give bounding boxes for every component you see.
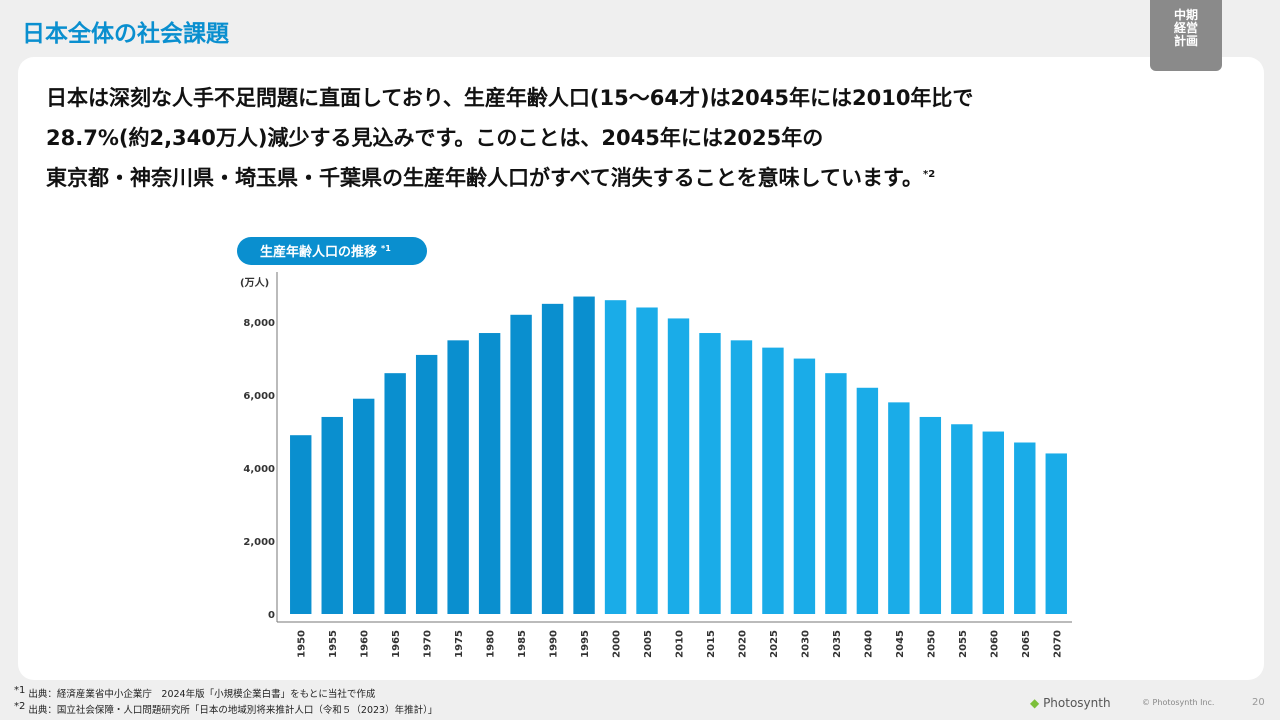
headline-line: 日本は深刻な人手不足問題に直面しており、生産年齢人口(15〜64才)は2045年… [46, 86, 974, 110]
page-number: 20 [1252, 697, 1265, 708]
bar [856, 387, 879, 614]
x-tick-label: 1970 [423, 630, 434, 658]
x-tick-label: 2045 [895, 630, 906, 658]
y-tick-label: 8,000 [243, 318, 275, 329]
note-mark: *2 [922, 169, 936, 180]
bar [384, 373, 406, 614]
bar [321, 416, 343, 614]
x-tick-label: 1955 [328, 630, 339, 658]
bar [982, 431, 1005, 614]
y-tick-label: 6,000 [243, 391, 275, 402]
x-tick-label: 2065 [1021, 630, 1032, 658]
bar [541, 303, 564, 614]
bar [951, 424, 973, 614]
x-tick-label: 2050 [926, 630, 937, 658]
x-tick-label: 2030 [800, 630, 811, 658]
x-tick-label: 2010 [675, 630, 686, 658]
bar [730, 340, 753, 614]
bar [1045, 453, 1067, 614]
chart-title-text: 生産年齢人口の推移 [260, 244, 377, 260]
bar [604, 300, 627, 614]
x-tick-label: 2040 [863, 630, 874, 658]
x-tick-label: 2020 [737, 630, 748, 658]
y-tick-label: 4,000 [243, 464, 275, 475]
bar [636, 307, 658, 614]
bar [888, 402, 910, 614]
page-title: 日本全体の社会課題 [22, 21, 229, 47]
x-tick-label: 2025 [769, 630, 780, 658]
x-tick-label: 2060 [989, 630, 1000, 658]
chart-title: 生産年齢人口の推移 *1 [260, 244, 391, 260]
headline-wrap: 東京都・神奈川県・埼玉県・千葉県の生産年齢人口がすべて消失することを意味していま… [46, 162, 935, 192]
bar [573, 296, 595, 614]
bar [667, 318, 690, 614]
footnote-mark: *1 [14, 685, 26, 696]
y-axis-label: (万人) [240, 276, 269, 289]
bar [825, 373, 847, 614]
headline-line: 東京都・神奈川県・埼玉県・千葉県の生産年齢人口がすべて消失することを意味していま… [46, 166, 923, 190]
chart-title-pill [237, 237, 427, 265]
bar [447, 340, 469, 614]
bar [919, 416, 942, 614]
tab-text: 計画 [1173, 34, 1198, 48]
y-tick-label: 2,000 [243, 537, 275, 548]
chart-title-note: *1 [381, 244, 391, 253]
x-tick-label: 2000 [612, 630, 623, 658]
tab-text: 経営 [1173, 21, 1198, 35]
x-tick-label: 1960 [360, 630, 371, 658]
bar [793, 358, 816, 614]
bar [478, 333, 501, 614]
x-tick-label: 2015 [706, 630, 717, 658]
bar [1014, 442, 1036, 614]
x-tick-label: 2055 [958, 630, 969, 658]
tab-text: 中期 [1173, 8, 1198, 22]
x-tick-label: 1995 [580, 630, 591, 658]
x-tick-label: 1990 [549, 630, 560, 658]
x-tick-label: 1965 [391, 630, 402, 658]
x-tick-label: 2035 [832, 630, 843, 658]
bar [290, 435, 312, 614]
bar [699, 333, 721, 614]
footnote-text: 出典：国立社会保障・人口問題研究所「日本の地域別将来推計人口（令和５（2023）… [28, 705, 438, 717]
x-tick-label: 2070 [1052, 630, 1063, 658]
footnote: *2 出典：国立社会保障・人口問題研究所「日本の地域別将来推計人口（令和５（20… [14, 701, 437, 716]
section-tab: 中期 経営 計画 [1150, 0, 1222, 71]
x-tick-label: 2005 [643, 630, 654, 658]
bar [510, 314, 532, 614]
bar [762, 347, 784, 614]
footnote-mark: *2 [14, 701, 26, 712]
footnote: *1 出典：経済産業省中小企業庁 2024年版「小規模企業白書」をもとに当社で作… [14, 685, 375, 700]
logo-text: Photosynth [1043, 696, 1111, 710]
x-tick-label: 1950 [297, 630, 308, 658]
headline-line: 28.7%(約2,340万人)減少する見込みです。このことは、2045年には20… [46, 126, 824, 150]
y-tick-label: 0 [268, 610, 275, 621]
copyright: © Photosynth Inc. [1142, 698, 1215, 707]
bar [352, 398, 375, 614]
bar [415, 354, 438, 614]
logo: ◆ Photosynth [1030, 696, 1111, 710]
x-tick-label: 1975 [454, 630, 465, 658]
footnote-text: 出典：経済産業省中小企業庁 2024年版「小規模企業白書」をもとに当社で作成 [28, 689, 376, 701]
x-tick-label: 1980 [486, 630, 497, 658]
x-tick-label: 1985 [517, 630, 528, 658]
